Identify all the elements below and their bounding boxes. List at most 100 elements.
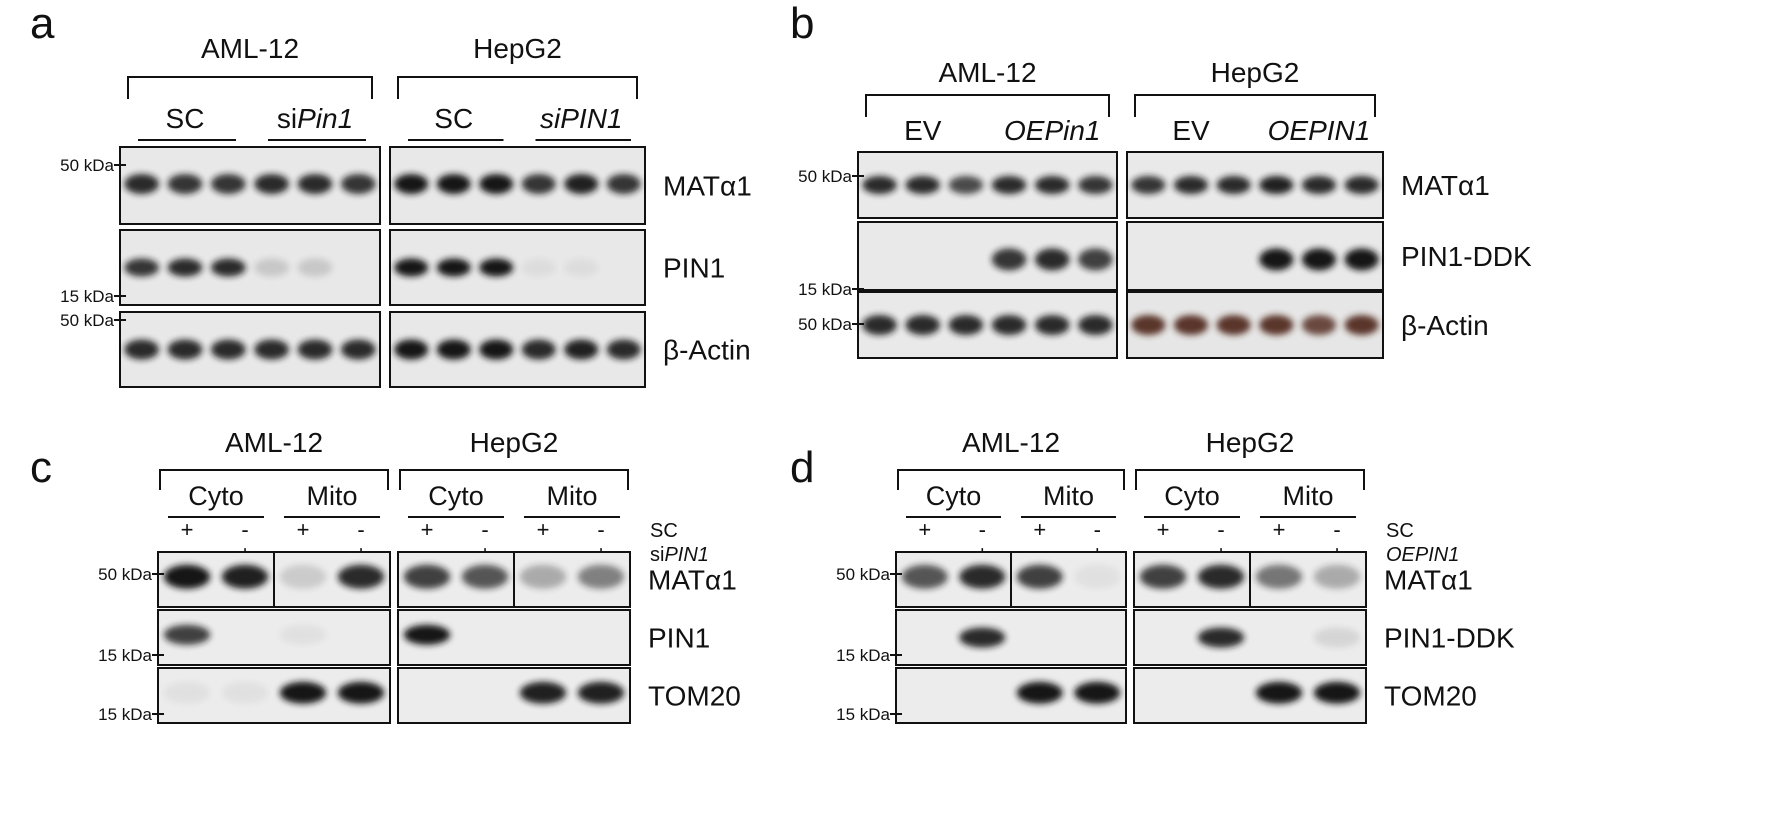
- blot-band: [1174, 176, 1208, 194]
- fraction-label: Mito: [306, 481, 357, 511]
- condition-label: SC: [434, 103, 473, 134]
- blot-band: [520, 682, 566, 704]
- group-label: HepG2: [1206, 427, 1295, 458]
- panel-letter: c: [30, 443, 52, 492]
- blot-band: [168, 259, 203, 277]
- blot-band: [1131, 176, 1165, 194]
- fraction-label: Cyto: [428, 481, 484, 511]
- kda-marker-label: 50 kDa: [60, 156, 114, 175]
- blot-label: MATα1: [648, 565, 737, 596]
- sign-mark: +: [297, 517, 310, 542]
- blot-label: TOM20: [1384, 681, 1477, 712]
- condition-label: OEPin1: [1004, 115, 1101, 146]
- kda-marker-label: 15 kDa: [836, 705, 890, 724]
- blot-band: [222, 565, 268, 589]
- sign-mark: -: [597, 517, 604, 542]
- blot-band: [522, 174, 556, 194]
- blot-box: [390, 147, 645, 224]
- condition-label-text: SC: [434, 103, 473, 134]
- condition-label-italic: OEPin1: [1004, 115, 1101, 146]
- blot-band: [1198, 565, 1244, 589]
- blot-band: [341, 340, 376, 360]
- blot-band: [564, 259, 598, 277]
- group-label: AML-12: [962, 427, 1060, 458]
- sign-mark: +: [1273, 517, 1286, 542]
- condition-label-text: EV: [904, 115, 942, 146]
- blot-band: [462, 565, 508, 589]
- blot-band: [902, 565, 948, 589]
- kda-marker-label: 15 kDa: [836, 646, 890, 665]
- sign-mark: +: [1033, 517, 1046, 542]
- blot-band: [564, 174, 598, 194]
- blot-box: [1127, 222, 1383, 290]
- panel-letter: d: [790, 443, 814, 492]
- blot-band: [1345, 248, 1379, 270]
- blot-band: [1174, 315, 1208, 335]
- group-label: HepG2: [1211, 57, 1300, 88]
- blot-band: [394, 174, 428, 194]
- kda-marker-label: 50 kDa: [98, 565, 152, 584]
- sign-mark: +: [181, 517, 194, 542]
- blot-band: [1074, 565, 1120, 589]
- fraction-label: Cyto: [1164, 481, 1220, 511]
- blot-band: [404, 625, 450, 645]
- blot-band: [1256, 682, 1302, 704]
- blot-band: [1314, 628, 1360, 648]
- blot-band: [338, 565, 384, 589]
- blot-band: [341, 174, 376, 194]
- blot-band: [1345, 315, 1379, 335]
- fraction-label: Cyto: [926, 481, 982, 511]
- blot-band: [254, 174, 289, 194]
- condition-label: OEPIN1: [1268, 115, 1371, 146]
- sign-mark: +: [421, 517, 434, 542]
- blot-band: [298, 259, 333, 277]
- blot-band: [522, 340, 556, 360]
- blot-label: TOM20: [648, 681, 741, 712]
- blot-band: [1259, 248, 1293, 270]
- blot-band: [479, 174, 513, 194]
- blot-band: [1131, 315, 1165, 335]
- row-label: siPIN1: [650, 544, 709, 566]
- condition-label-italic: siPIN1: [540, 103, 622, 134]
- blot-band: [168, 174, 203, 194]
- blot-band: [254, 340, 289, 360]
- blot-band: [280, 682, 326, 704]
- row-label-italic: PIN1: [664, 544, 708, 566]
- blot-band: [164, 565, 210, 589]
- blot-band: [1074, 682, 1120, 704]
- blot-band: [211, 340, 246, 360]
- blot-band: [1078, 176, 1113, 194]
- blot-band: [1314, 682, 1360, 704]
- blot-band: [959, 565, 1005, 589]
- blot-band: [124, 259, 159, 277]
- blot-band: [1078, 248, 1113, 270]
- blot-label: PIN1: [648, 623, 710, 654]
- blot-band: [959, 628, 1005, 648]
- row-label-italic: OEPIN1: [1386, 544, 1459, 566]
- blot-band: [992, 176, 1027, 194]
- blot-band: [394, 340, 428, 360]
- blot-box: [858, 222, 1117, 290]
- sign-mark: -: [1094, 517, 1101, 542]
- blot-band: [437, 340, 471, 360]
- condition-label-italic: OEPIN1: [1268, 115, 1371, 146]
- blot-band: [1198, 628, 1244, 648]
- panel-panel_a: a AML-12 HepG2 SC siPin1 SC siPIN1 MATα1 PIN1 β-A…: [30, 0, 752, 387]
- group-bracket: [1135, 95, 1375, 117]
- blot-label: PIN1-DDK: [1384, 623, 1515, 654]
- group-bracket: [866, 95, 1109, 117]
- group-label: AML-12: [938, 57, 1036, 88]
- blot-band: [1035, 176, 1070, 194]
- blot-label: β-Actin: [1401, 310, 1489, 341]
- kda-marker-label: 50 kDa: [798, 167, 852, 186]
- panel-letter: a: [30, 0, 55, 48]
- kda-marker-label: 50 kDa: [798, 315, 852, 334]
- blot-label: PIN1-DDK: [1401, 241, 1532, 272]
- blot-band: [479, 340, 513, 360]
- blot-band: [298, 340, 333, 360]
- row-label: SC: [650, 520, 678, 542]
- blot-band: [992, 315, 1027, 335]
- condition-label: EV: [1172, 115, 1210, 146]
- kda-marker-label: 15 kDa: [98, 705, 152, 724]
- blot-band: [992, 248, 1027, 270]
